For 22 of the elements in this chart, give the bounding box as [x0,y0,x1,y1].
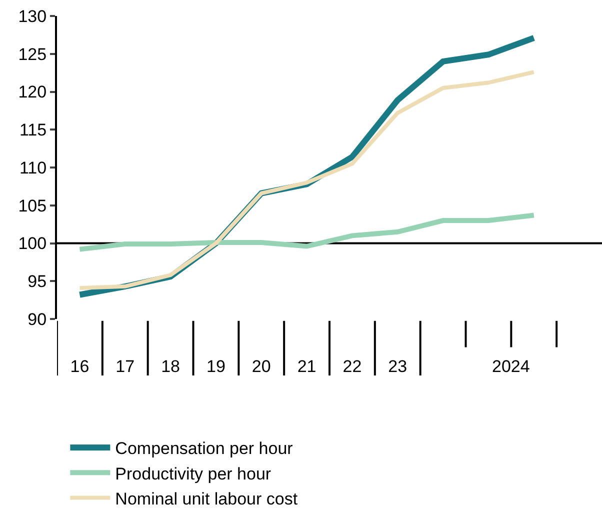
x-tick-label: 16 [70,357,90,376]
x-tick-label: 19 [206,357,226,376]
x-tick-label: 17 [116,357,135,376]
x-tick-label: 21 [297,357,316,376]
y-tick-label: 90 [28,310,47,329]
y-tick-label: 130 [18,6,47,26]
legend-label: Productivity per hour [115,464,272,484]
y-tick-label: 100 [18,234,47,254]
legend-label: Compensation per hour [115,439,294,458]
text: 2024 [492,357,530,376]
y-tick-label: 120 [18,82,47,102]
y-tick-label: 95 [28,272,47,292]
legend-label: Nominal unit labour cost [115,489,298,508]
y-tick-label: 125 [18,44,47,64]
y-tick-label: 115 [19,120,47,140]
line-series [78,70,536,290]
y-tick-label: 110 [19,158,47,178]
y-tick-label: 105 [18,196,47,216]
x-tick-label: 23 [388,357,408,376]
x-tick-label: 22 [342,357,362,376]
x-tick-label: 18 [161,357,180,376]
x-tick-label: 20 [252,357,271,376]
